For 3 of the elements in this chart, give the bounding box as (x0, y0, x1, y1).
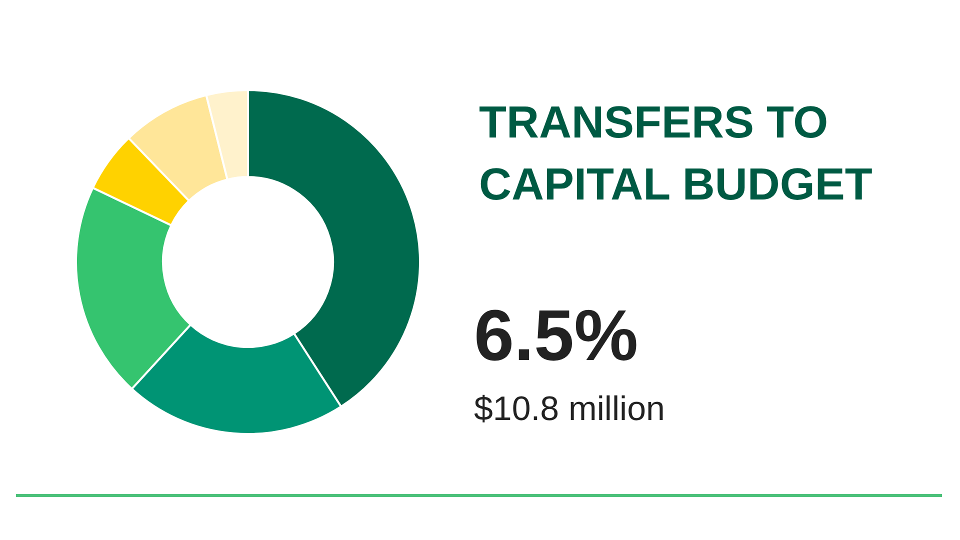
text: TRANSFERS TO CAPITAL BUDGET (479, 96, 872, 210)
text: $10.8 million (474, 390, 665, 428)
text: 6.5% (474, 296, 638, 376)
